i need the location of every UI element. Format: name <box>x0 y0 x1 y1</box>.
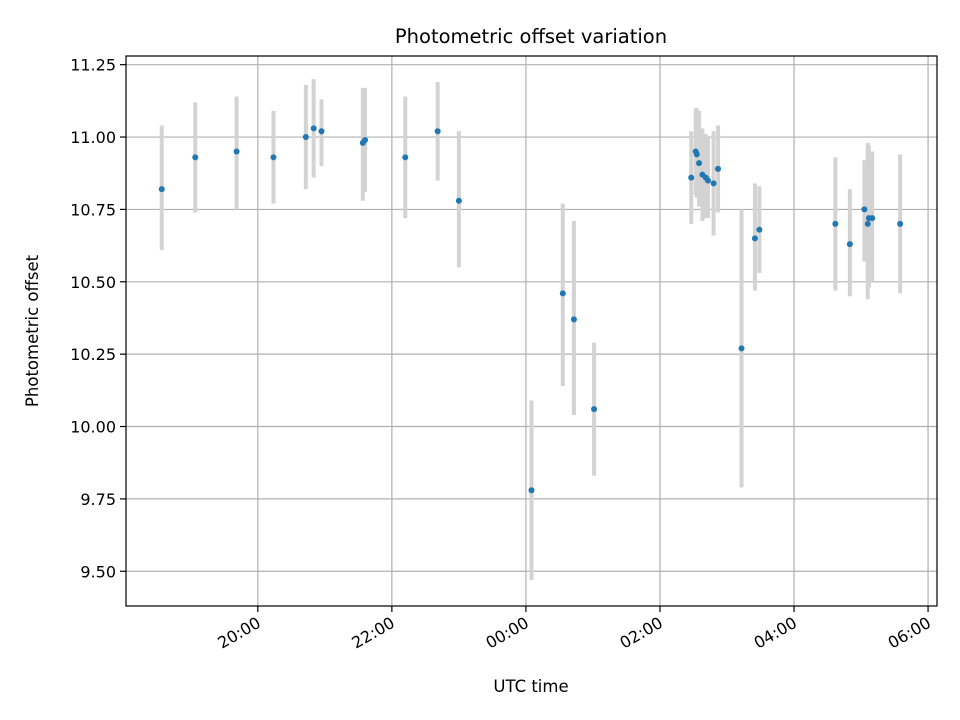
data-point <box>270 154 277 161</box>
data-point <box>846 241 853 248</box>
data-point <box>693 151 700 158</box>
data-point <box>158 186 165 193</box>
data-point <box>869 215 876 222</box>
data-point <box>318 128 325 135</box>
data-point <box>455 197 462 204</box>
data-point <box>233 148 240 155</box>
grid-lines <box>126 56 937 606</box>
data-point <box>696 160 703 167</box>
y-tick-label: 10.75 <box>70 200 116 219</box>
data-point <box>751 235 758 242</box>
data-point <box>861 206 868 213</box>
data-point <box>864 220 871 227</box>
data-point <box>192 154 199 161</box>
data-point <box>738 345 745 352</box>
plot-frame <box>125 55 938 607</box>
data-point <box>310 125 317 132</box>
y-tick-label: 11.25 <box>70 56 116 75</box>
y-axis-title: Photometric offset <box>23 254 42 407</box>
data-point <box>688 174 695 181</box>
y-tick-label: 11.00 <box>70 128 116 147</box>
data-point <box>710 180 717 187</box>
x-axis-title: UTC time <box>493 677 568 696</box>
y-axis-ticks: 9.50 9.75 10.00 10.25 10.50 10.75 11.00 11.25 <box>70 56 126 581</box>
data-point <box>704 177 711 184</box>
data-point <box>897 220 904 227</box>
chart-title: Photometric offset variation <box>395 25 667 48</box>
y-tick-label: 10.25 <box>70 345 116 364</box>
data-point <box>756 226 763 233</box>
data-point <box>302 134 309 141</box>
y-tick-label: 10.50 <box>70 273 116 292</box>
data-point <box>591 406 598 413</box>
y-tick-label: 9.75 <box>80 490 116 509</box>
data-point <box>832 220 839 227</box>
y-tick-label: 10.00 <box>70 418 116 437</box>
data-point <box>402 154 409 161</box>
data-point <box>528 487 535 494</box>
data-points <box>158 125 904 494</box>
y-tick-label: 9.50 <box>80 562 116 581</box>
data-point <box>434 128 441 135</box>
data-point <box>570 316 577 323</box>
data-point <box>362 136 369 143</box>
data-point <box>559 290 566 297</box>
data-point <box>715 165 722 172</box>
